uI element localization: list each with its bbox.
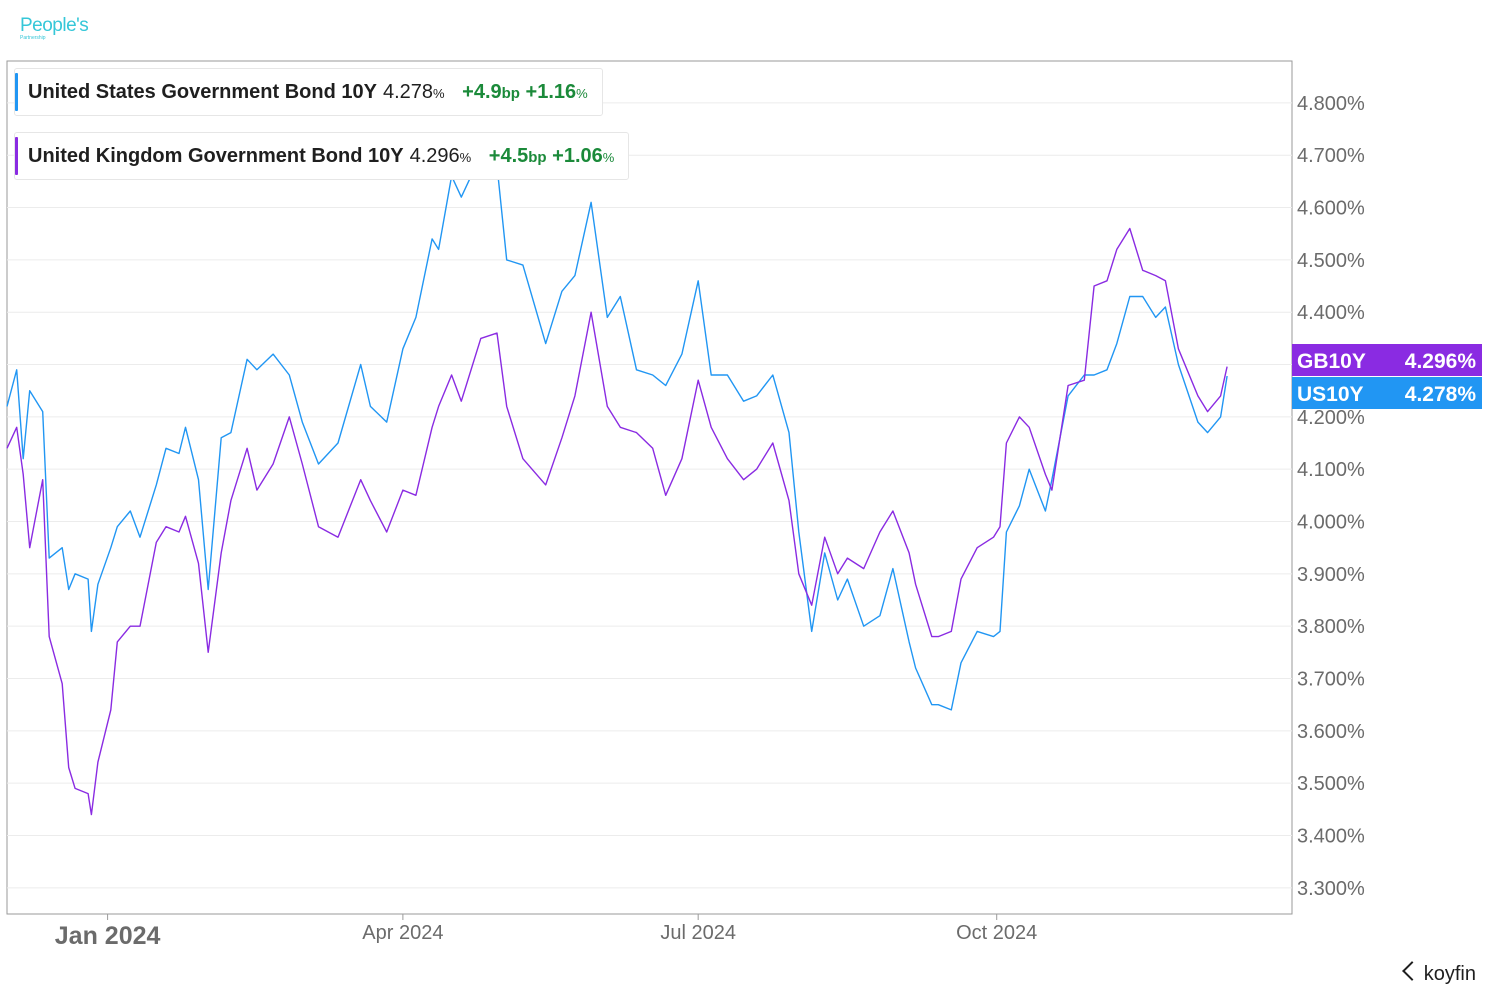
legend-series-name: United States Government Bond 10Y xyxy=(28,81,377,103)
legend-color-bar xyxy=(15,73,18,111)
grid xyxy=(7,102,1292,889)
legend-item-us10y[interactable]: United States Government Bond 10Y 4.278% … xyxy=(14,68,603,116)
series-line-us10y[interactable] xyxy=(6,154,1228,711)
change-pct-value: +1.06 xyxy=(552,145,603,167)
y-tick-label: 4.000% xyxy=(1297,512,1365,534)
change-bp-value: +4.9 xyxy=(462,81,502,103)
end-label-bg xyxy=(1292,344,1482,376)
legend-value: 4.278 xyxy=(382,81,434,103)
legend-value-unit: % xyxy=(433,86,445,101)
change-bp-unit: bp xyxy=(501,85,520,102)
y-tick-label: 3.600% xyxy=(1297,721,1365,743)
x-tick-label: Jan 2024 xyxy=(55,922,161,950)
y-tick-label: 3.700% xyxy=(1297,669,1365,691)
end-label-bg xyxy=(1292,377,1482,409)
provider-name: koyfin xyxy=(1423,963,1476,985)
series-line-gb10y[interactable] xyxy=(6,227,1228,816)
y-tick-label: 4.800% xyxy=(1297,93,1365,115)
change-pct-unit: % xyxy=(602,150,615,165)
x-tick-label: Apr 2024 xyxy=(362,922,443,944)
brand-name: People's xyxy=(20,15,89,36)
y-tick-label: 4.600% xyxy=(1297,198,1365,220)
y-tick-label: 3.400% xyxy=(1297,826,1365,848)
end-label-ticker: GB10Y xyxy=(1297,350,1366,373)
y-tick-label: 4.400% xyxy=(1297,302,1365,324)
series-lines xyxy=(6,154,1228,816)
x-tick-label: Jul 2024 xyxy=(660,922,736,944)
y-tick-label: 3.500% xyxy=(1297,773,1365,795)
legend-value: 4.296 xyxy=(409,145,460,167)
end-labels: GB10Y 4.296% US10Y 4.278% xyxy=(1292,344,1482,409)
legend-item-gb10y[interactable]: United Kingdom Government Bond 10Y 4.296%… xyxy=(14,132,630,180)
end-label-us10y: US10Y 4.278% xyxy=(1292,377,1482,409)
change-bp-unit: bp xyxy=(528,149,547,166)
end-label-value: 4.296% xyxy=(1405,350,1477,373)
brand-subtitle: Partnership xyxy=(20,35,46,41)
y-tick-label: 3.300% xyxy=(1297,878,1365,900)
y-tick-label: 4.500% xyxy=(1297,250,1365,272)
change-pct-value: +1.16 xyxy=(525,81,577,103)
plot-area xyxy=(6,60,1293,915)
legend-value-unit: % xyxy=(459,150,472,165)
x-tick-label: Oct 2024 xyxy=(956,922,1037,944)
y-axis: 3.300% 3.400% 3.500% 3.600% 3.700% 3.800% 3.90… xyxy=(1297,93,1365,900)
y-tick-label: 4.200% xyxy=(1297,407,1365,429)
y-tick-label: 3.900% xyxy=(1297,564,1365,586)
y-tick-label: 4.100% xyxy=(1297,459,1365,481)
end-label-gb10y: GB10Y 4.296% xyxy=(1292,344,1482,376)
legend-change-bp: +4.5bp +1.06% xyxy=(489,145,615,167)
legend-series-name: United Kingdom Government Bond 10Y xyxy=(28,145,404,167)
brand-logo: People's Partnership xyxy=(20,15,89,41)
end-label-ticker: US10Y xyxy=(1297,383,1364,406)
x-axis: Jan 2024 Apr 2024 Jul 2024 Oct 2024 xyxy=(55,914,1037,950)
legend-color-bar xyxy=(15,137,18,175)
y-tick-label: 3.800% xyxy=(1297,616,1365,638)
change-pct-unit: % xyxy=(576,86,588,101)
koyfin-logo-icon xyxy=(1401,961,1422,981)
end-label-value: 4.278% xyxy=(1405,383,1477,406)
provider-watermark: koyfin xyxy=(1401,961,1476,986)
legend-change-bp: +4.9bp +1.16% xyxy=(462,81,588,103)
change-bp-value: +4.5 xyxy=(488,145,529,167)
y-tick-label: 4.700% xyxy=(1297,145,1365,167)
